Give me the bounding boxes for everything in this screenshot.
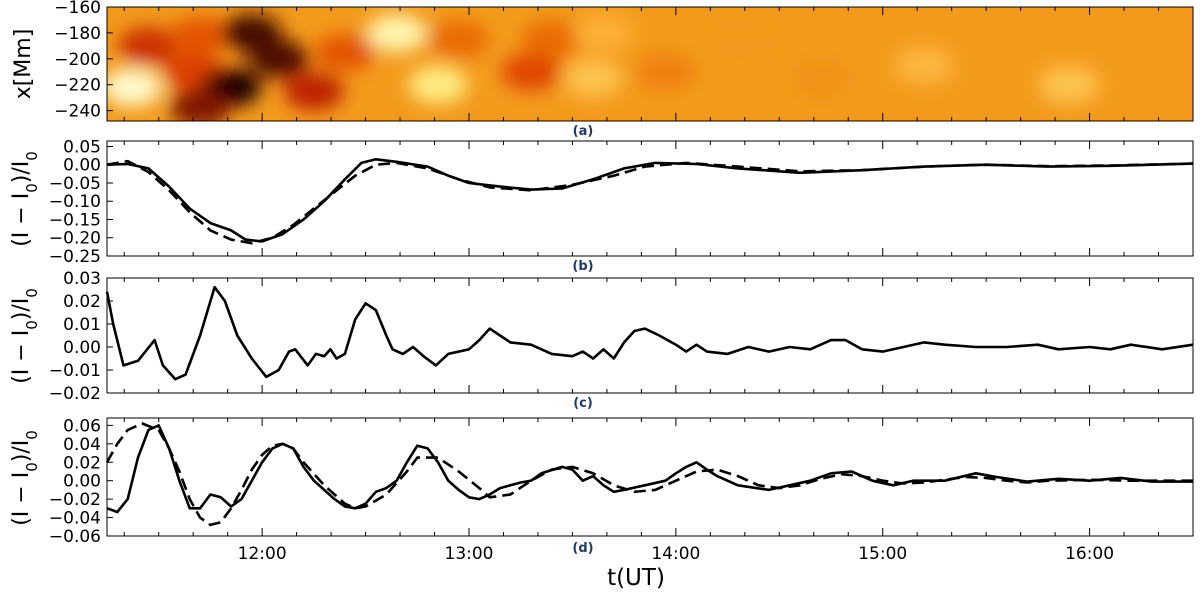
series-solid-line [106, 158, 1194, 243]
y-tick-label: −0.04 [49, 509, 101, 529]
x-tick-label: 13:00 [445, 544, 494, 564]
y-tick-label: −0.25 [49, 247, 101, 267]
y-tick-label: 0.05 [63, 137, 101, 157]
y-tick-label: −180 [54, 24, 101, 44]
heatmap-blob [707, 26, 768, 65]
heatmap-blob [573, 13, 634, 52]
y-tick-label: 0.04 [63, 435, 101, 455]
line-panel-d: 0.060.040.020.00−0.02−0.04−0.06 12:00 13:0… [9, 416, 1194, 591]
heatmap-cells [107, 13, 1099, 121]
series-dashed-line [105, 422, 1193, 527]
series-dashed-line [106, 159, 1194, 245]
heatmap-blob [170, 16, 231, 55]
panel-a-ylabel: x[Mm] [11, 29, 36, 100]
heatmap-blob [1038, 65, 1099, 104]
y-tick-label: 0.01 [63, 315, 101, 335]
panel-c-frame [106, 277, 1194, 394]
y-tick-label: −0.06 [49, 527, 101, 547]
x-tick-label: 15:00 [858, 544, 907, 564]
panel-d-tag: (d) [572, 541, 593, 556]
x-tick-label: 12:00 [238, 544, 287, 564]
panel-a-tag: (a) [573, 124, 594, 139]
panel-d-ylabel: (I − I0)/I0 [9, 430, 41, 526]
y-tick-label: 0.02 [63, 292, 101, 312]
y-tick-label: 0.03 [63, 269, 101, 289]
y-tick-label: −240 [54, 102, 101, 122]
heatmap-blob [314, 33, 375, 72]
y-tick-label: −0.02 [49, 384, 101, 404]
series-solid-line [105, 285, 1194, 381]
heatmap-blob [248, 39, 309, 78]
heatmap-blob [170, 89, 231, 121]
x-tick-label: 16:00 [1065, 544, 1114, 564]
y-tick-label: 0.02 [63, 453, 101, 473]
line-panel-b: 0.050.00−0.05−0.10−0.15−0.20−0.25 (b) (I… [9, 137, 1194, 274]
y-tick-label: −220 [54, 76, 101, 96]
y-tick-label: −0.15 [49, 210, 101, 230]
y-tick-label: −0.02 [49, 490, 101, 510]
y-tick-label: −0.01 [49, 361, 101, 381]
panel-c-tag: (c) [573, 396, 593, 411]
y-tick-label: 0.00 [63, 156, 101, 176]
heatmap-blob [790, 59, 851, 98]
y-tick-label: 0.00 [63, 472, 101, 492]
y-tick-label: 0.00 [63, 338, 101, 358]
panel-b-frame [106, 140, 1194, 257]
panel-b-ylabel: (I − I0)/I0 [9, 151, 41, 247]
heatmap-blob [635, 52, 696, 91]
heatmap-panel-a: −160 −180 −200 −220 −240 x[Mm] (a) [11, 0, 1194, 139]
y-tick-label: −0.20 [49, 229, 101, 249]
heatmap-blob [283, 72, 344, 111]
y-tick-label: 0.06 [63, 416, 101, 436]
panel-a-frame [106, 6, 1194, 122]
heatmap-blob [521, 20, 582, 59]
heatmap-blob [563, 59, 624, 98]
panel-d-frame [106, 417, 1194, 537]
panel-b-tag: (b) [572, 259, 593, 274]
heatmap-blob [118, 26, 179, 65]
series-solid-line [106, 424, 1193, 514]
line-panel-c: 0.03 0.02 0.01 0.00 −0.01 −0.02 (c) (I − I0)/… [9, 269, 1194, 411]
heatmap-blob [366, 13, 427, 52]
heatmap-blob [501, 52, 562, 91]
y-tick-label: −0.05 [49, 174, 101, 194]
x-tick-label: 14:00 [651, 544, 700, 564]
heatmap-blob [407, 65, 468, 104]
y-tick-label: −0.10 [49, 192, 101, 212]
panel-c-ylabel: (I − I0)/I0 [9, 288, 41, 384]
heatmap-blob [894, 46, 955, 85]
heatmap-blob [428, 20, 489, 59]
heatmap-blob [107, 68, 162, 107]
y-tick-label: −200 [54, 50, 101, 70]
x-axis-label: t(UT) [607, 565, 665, 591]
y-tick-label: −160 [54, 0, 101, 18]
